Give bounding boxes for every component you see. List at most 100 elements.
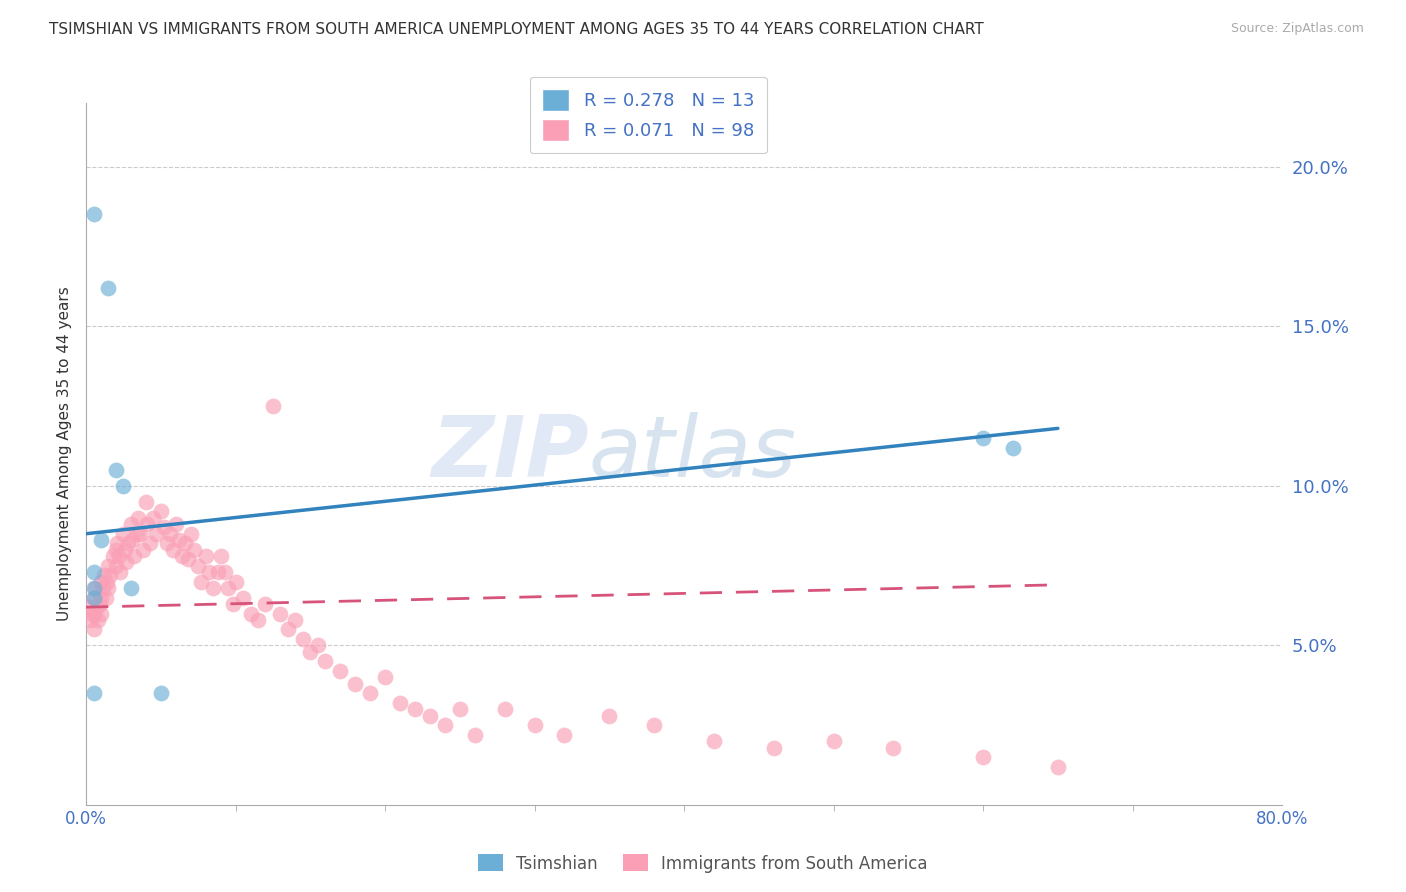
Point [232, 591, 254, 605]
Point [135, 495, 157, 509]
Point [1001, 441, 1024, 455]
Point [101, 549, 124, 563]
Point [96, 574, 118, 589]
Point [139, 536, 162, 550]
Point [433, 718, 456, 732]
Point [97, 558, 120, 573]
Point [107, 536, 129, 550]
Point [329, 664, 352, 678]
Point [91, 581, 114, 595]
Point [404, 702, 426, 716]
Point [225, 574, 247, 589]
Point [277, 623, 299, 637]
Point [112, 526, 135, 541]
Point [207, 565, 229, 579]
Point [190, 574, 212, 589]
Point [307, 639, 329, 653]
Point [374, 670, 396, 684]
Point [262, 399, 284, 413]
Point [128, 526, 150, 541]
Point [104, 463, 127, 477]
Text: Source: ZipAtlas.com: Source: ZipAtlas.com [1230, 22, 1364, 36]
Text: ZIP: ZIP [430, 412, 588, 495]
Text: atlas: atlas [588, 412, 796, 495]
Point [449, 702, 471, 716]
Point [94, 591, 117, 605]
Point [972, 431, 994, 445]
Point [83, 591, 105, 605]
Point [110, 565, 132, 579]
Point [87, 613, 110, 627]
Legend: Tsimshian, Immigrants from South America: Tsimshian, Immigrants from South America [471, 847, 935, 880]
Point [202, 581, 225, 595]
Point [90, 607, 112, 621]
Point [120, 581, 142, 595]
Point [98, 568, 121, 582]
Point [83, 686, 105, 700]
Point [149, 686, 172, 700]
Point [972, 750, 994, 764]
Point [299, 645, 322, 659]
Point [239, 607, 262, 621]
Point [84, 581, 107, 595]
Point [83, 565, 105, 579]
Point [762, 740, 785, 755]
Point [167, 533, 190, 548]
Point [90, 591, 112, 605]
Point [643, 718, 665, 732]
Point [598, 708, 620, 723]
Point [136, 517, 159, 532]
Point [77, 600, 100, 615]
Point [217, 581, 239, 595]
Point [114, 542, 136, 557]
Point [823, 734, 845, 748]
Point [291, 632, 314, 646]
Point [122, 549, 145, 563]
Point [187, 558, 209, 573]
Point [419, 708, 441, 723]
Point [142, 510, 165, 524]
Point [254, 597, 277, 611]
Point [121, 533, 143, 548]
Point [145, 526, 167, 541]
Point [108, 549, 131, 563]
Point [83, 607, 105, 621]
Point [170, 549, 193, 563]
Point [553, 728, 575, 742]
Point [1046, 760, 1069, 774]
Point [86, 600, 108, 615]
Point [269, 607, 291, 621]
Point [703, 734, 725, 748]
Point [153, 520, 176, 534]
Legend: R = 0.278   N = 13, R = 0.071   N = 98: R = 0.278 N = 13, R = 0.071 N = 98 [530, 77, 766, 153]
Point [464, 728, 486, 742]
Point [83, 207, 105, 221]
Point [104, 558, 127, 573]
Point [90, 533, 112, 548]
Point [79, 613, 101, 627]
Point [882, 740, 904, 755]
Point [156, 536, 179, 550]
Point [89, 597, 111, 611]
Text: TSIMSHIAN VS IMMIGRANTS FROM SOUTH AMERICA UNEMPLOYMENT AMONG AGES 35 TO 44 YEAR: TSIMSHIAN VS IMMIGRANTS FROM SOUTH AMERI… [49, 22, 984, 37]
Point [180, 526, 202, 541]
Point [83, 591, 105, 605]
Point [159, 526, 181, 541]
Point [197, 565, 219, 579]
Point [344, 677, 367, 691]
Point [127, 510, 149, 524]
Point [97, 581, 120, 595]
Point [214, 565, 236, 579]
Point [83, 623, 105, 637]
Point [221, 597, 243, 611]
Point [494, 702, 516, 716]
Point [90, 574, 112, 589]
Point [177, 552, 200, 566]
Point [209, 549, 232, 563]
Point [112, 479, 135, 493]
Point [117, 536, 139, 550]
Point [115, 556, 138, 570]
Point [194, 549, 217, 563]
Point [173, 536, 195, 550]
Point [359, 686, 381, 700]
